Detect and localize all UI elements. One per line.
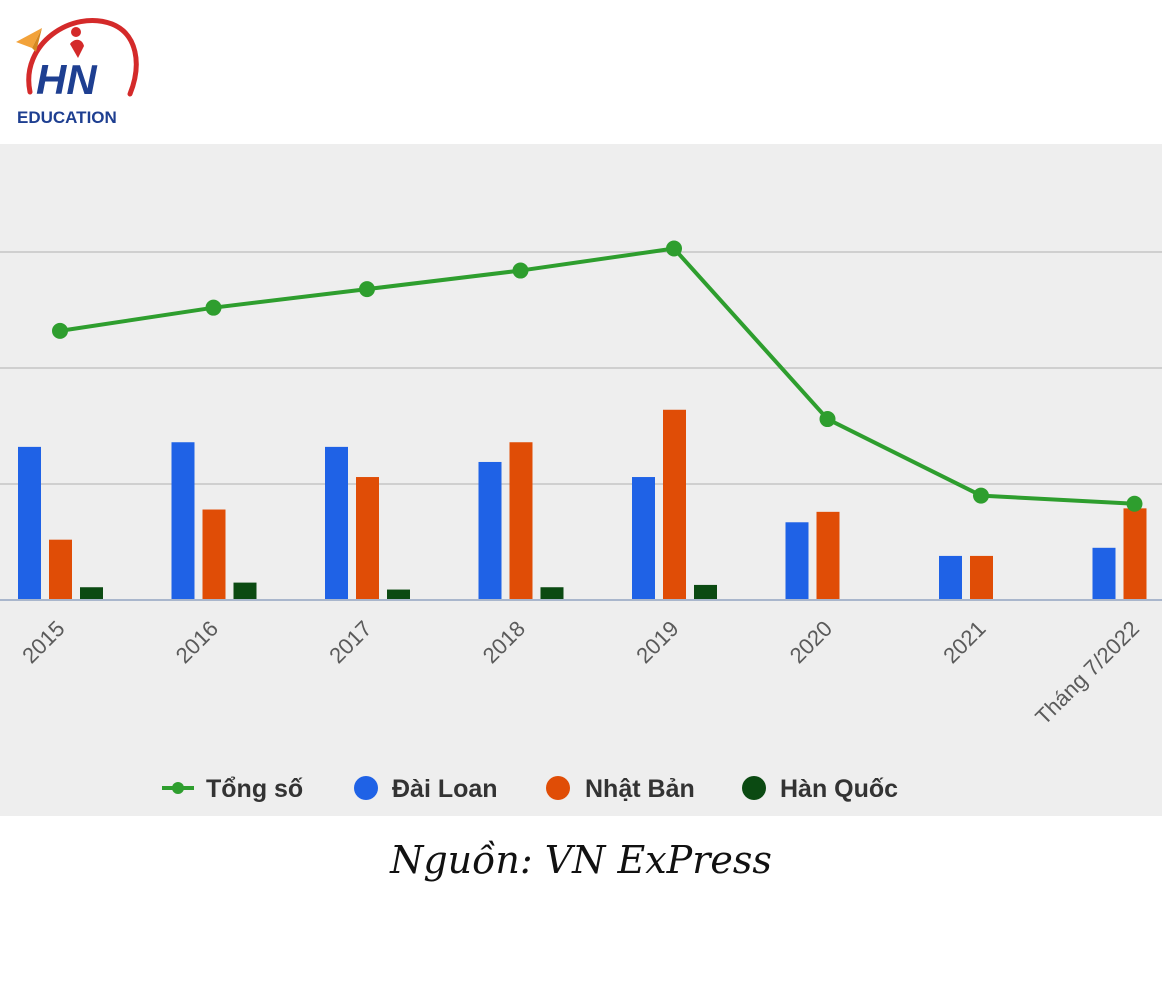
- legend-label-nhật-bản: Nhật Bản: [585, 775, 695, 803]
- bar-hàn-quốc-2019: [694, 584, 717, 600]
- bar-đài-loan-2020: [785, 522, 809, 600]
- bar-đài-loan-2021: [939, 555, 962, 600]
- bar-hàn-quốc-2018: [540, 587, 564, 600]
- point-total-2017: [359, 281, 375, 298]
- bar-nhật-bản-2019: [663, 409, 686, 600]
- bar-hàn-quốc-2015: [80, 587, 103, 600]
- logo-text: HN: [36, 56, 98, 103]
- hn-education-logo: HN EDUCATION: [12, 14, 147, 129]
- bar-hàn-quốc-2017: [387, 589, 410, 600]
- bars: [18, 409, 1147, 600]
- x-tick-labels: 2015 2016 2017 2018 2019 2020 2021 Tháng 7/2022: [17, 616, 1144, 730]
- bar-nhật-bản-2018: [509, 442, 533, 600]
- source-caption: Nguồn: VN ExPress: [390, 838, 772, 882]
- legend-label-đài-loan: Đài Loan: [392, 775, 498, 803]
- bar-đài-loan-2018: [478, 461, 502, 600]
- bar-nhật-bản-2015: [49, 539, 72, 600]
- x-tick-label: 2020: [785, 616, 837, 668]
- point-total-2021: [973, 487, 989, 504]
- x-tick-label: Tháng 7/2022: [1030, 616, 1144, 730]
- logo-subtext: EDUCATION: [17, 108, 117, 127]
- bar-nhật-bản-2017: [356, 477, 379, 600]
- bar-hàn-quốc-2016: [233, 582, 257, 600]
- point-total-2020: [819, 411, 836, 428]
- total-line: [52, 240, 1143, 512]
- point-total-2016: [205, 299, 222, 316]
- x-tick-label: 2016: [171, 616, 223, 668]
- x-tick-label: 2015: [17, 616, 69, 668]
- legend-swatch-đài-loan: [354, 776, 378, 800]
- chart: 2015 2016 2017 2018 2019 2020 2021 Tháng 7/2022…: [0, 240, 1162, 803]
- bar-nhật-bản-Thng72022: [1123, 508, 1147, 600]
- legend-swatch-dot-tổng-số: [172, 782, 184, 794]
- bar-đài-loan-2019: [632, 477, 655, 600]
- legend-label-tổng-số: Tổng số: [206, 775, 303, 803]
- legend-swatch-nhật-bản: [546, 776, 570, 800]
- x-tick-label: 2018: [478, 616, 530, 668]
- legend: Tổng số Đài Loan Nhật Bản Hàn Quốc: [162, 775, 898, 803]
- point-total-2015: [52, 322, 68, 339]
- bar-đài-loan-2017: [325, 446, 348, 600]
- bar-nhật-bản-2021: [970, 555, 993, 600]
- x-tick-label: 2021: [938, 616, 990, 668]
- x-tick-label: 2017: [324, 616, 376, 668]
- bar-đài-loan-2015: [18, 446, 41, 600]
- line-total: [59, 246, 1135, 506]
- bar-nhật-bản-2020: [816, 511, 840, 600]
- chart-panel: 2015 2016 2017 2018 2019 2020 2021 Tháng 7/2022…: [0, 144, 1162, 816]
- legend-label-hàn-quốc: Hàn Quốc: [780, 775, 898, 803]
- legend-swatch-hàn-quốc: [742, 776, 766, 800]
- x-tick-label: 2019: [631, 616, 683, 668]
- point-total-2019: [666, 240, 682, 257]
- point-total-2018: [512, 262, 529, 279]
- bar-nhật-bản-2016: [202, 509, 226, 600]
- bar-đài-loan-Thng72022: [1092, 547, 1116, 600]
- bar-đài-loan-2016: [171, 442, 195, 600]
- point-total-Thng72022: [1126, 495, 1143, 512]
